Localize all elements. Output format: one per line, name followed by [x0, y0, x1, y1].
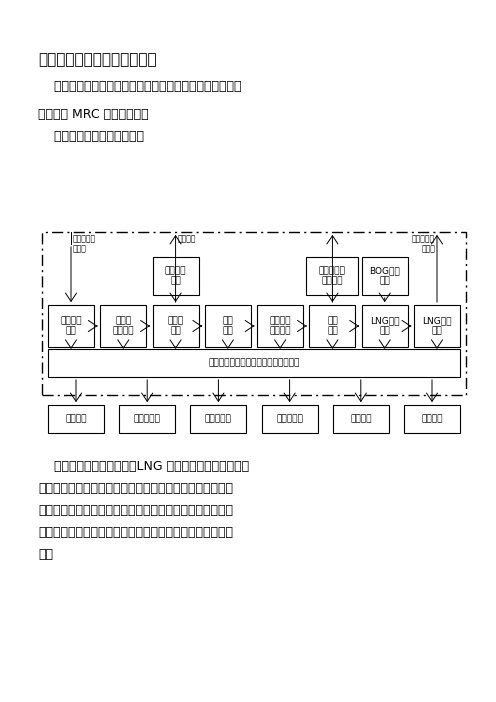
Text: 导热油系统: 导热油系统: [276, 414, 303, 423]
Text: 点画线内为主工艺单元，LNG 生产主要在工艺单元内完: 点画线内为主工艺单元，LNG 生产主要在工艺单元内完: [38, 460, 249, 473]
Text: 脱汞与脱
粉尘单元: 脱汞与脱 粉尘单元: [269, 317, 291, 336]
Bar: [414, 305, 460, 347]
Bar: [362, 257, 408, 295]
Text: 制。: 制。: [38, 548, 53, 561]
Bar: [362, 305, 408, 347]
Bar: [100, 305, 146, 347]
Text: 计量调压
单元: 计量调压 单元: [60, 317, 82, 336]
Text: 原料天然气
进装置: 原料天然气 进装置: [73, 234, 96, 253]
Bar: [333, 405, 389, 433]
Bar: [205, 305, 251, 347]
Bar: [119, 405, 175, 433]
Bar: [153, 305, 198, 347]
Bar: [48, 405, 104, 433]
Text: 天然气液化项目工艺技术方案: 天然气液化项目工艺技术方案: [38, 52, 157, 67]
Text: 下图为装置的总体系统框图: 下图为装置的总体系统框图: [38, 130, 144, 143]
Text: 然后采用 MRC 工艺去液化。: 然后采用 MRC 工艺去液化。: [38, 108, 149, 121]
Text: 消防单元: 消防单元: [421, 414, 443, 423]
Bar: [190, 405, 247, 433]
Text: 源和冷却。所有单元设备通过仪表控制系统（过程控制和安: 源和冷却。所有单元设备通过仪表控制系统（过程控制和安: [38, 504, 233, 517]
Text: 去燃烧系统
燃料气: 去燃烧系统 燃料气: [412, 234, 435, 253]
Bar: [257, 305, 303, 347]
Text: 液化
单元: 液化 单元: [327, 317, 338, 336]
Text: 冷剂出罐与
配比单元: 冷剂出罐与 配比单元: [319, 266, 346, 286]
Text: 全控制）连接为有机整体，完成对装置各测控点的测量、控: 全控制）连接为有机整体，完成对装置各测控点的测量、控: [38, 526, 233, 539]
Text: BOG回收
单元: BOG回收 单元: [370, 266, 400, 286]
Bar: [404, 405, 460, 433]
Text: 脱液再生
单元: 脱液再生 单元: [165, 266, 186, 286]
Text: LNG储存
单元: LNG储存 单元: [370, 317, 399, 336]
Bar: [307, 257, 359, 295]
Text: 脱水
单元: 脱水 单元: [223, 317, 233, 336]
Bar: [48, 305, 94, 347]
Bar: [153, 257, 198, 295]
Text: 氮气系统: 氮气系统: [350, 414, 372, 423]
Text: 仪表控制系统（过程控制和安全控制）: 仪表控制系统（过程控制和安全控制）: [208, 359, 300, 368]
Text: 成。点画线之外为公用工程系统，为工艺单元提供电力、热: 成。点画线之外为公用工程系统，为工艺单元提供电力、热: [38, 482, 233, 495]
Text: 天然气首先做预处理（包括脱酸、脱水、脱苯和脱汞），: 天然气首先做预处理（包括脱酸、脱水、脱苯和脱汞），: [38, 80, 242, 93]
Bar: [261, 405, 317, 433]
Text: 冷却水系统: 冷却水系统: [134, 414, 161, 423]
Bar: [42, 232, 466, 395]
Text: 原料气
增压系统: 原料气 增压系统: [113, 317, 134, 336]
Text: LNG装车
单元: LNG装车 单元: [422, 317, 452, 336]
Text: 供电系统: 供电系统: [65, 414, 87, 423]
Bar: [310, 305, 356, 347]
Bar: [48, 349, 460, 377]
Text: 脱酸气
单元: 脱酸气 单元: [168, 317, 184, 336]
Text: 二氧化碳: 二氧化碳: [178, 234, 196, 243]
Text: 仪表风系统: 仪表风系统: [205, 414, 232, 423]
